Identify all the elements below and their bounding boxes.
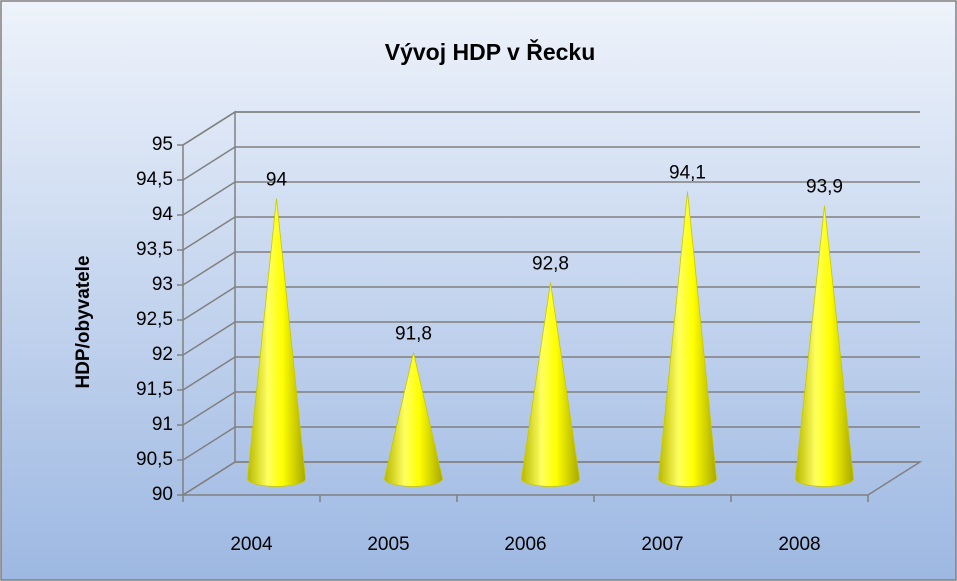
x-tick-label: 2008: [778, 534, 820, 555]
grid-line: [182, 216, 920, 251]
y-axis-label: HDP/obyvatele: [73, 255, 94, 388]
y-tick-label: 91: [152, 414, 173, 435]
y-tick-label: 94: [152, 204, 174, 225]
cone: [247, 198, 306, 487]
y-tick-label: 93: [152, 274, 173, 295]
value-label: 94: [266, 170, 288, 191]
y-tick-label: 92,5: [136, 309, 173, 330]
cone: [795, 205, 854, 487]
x-tick-label: 2004: [230, 534, 273, 555]
x-tick-label: 2005: [367, 534, 409, 555]
y-tick-label: 95: [152, 134, 173, 155]
grid-line: [182, 111, 920, 146]
y-tick-label: 90: [152, 484, 173, 505]
value-label: 94,1: [669, 163, 706, 184]
y-tick-label: 94,5: [136, 169, 173, 190]
value-label: 93,9: [806, 177, 843, 198]
grid-line: [182, 146, 920, 181]
y-tick-label: 93,5: [136, 239, 173, 260]
y-tick-label: 92: [152, 344, 173, 365]
x-tick-label: 2007: [641, 534, 683, 555]
grid-line: [182, 181, 920, 216]
cone: [658, 191, 717, 487]
chart-title: Vývoj HDP v Řecku: [385, 38, 596, 65]
y-tick-label: 90,5: [136, 449, 173, 470]
value-label: 91,8: [395, 324, 432, 345]
cone: [521, 282, 580, 487]
y-tick-label: 91,5: [136, 379, 173, 400]
x-tick-label: 2006: [504, 534, 546, 555]
value-label: 92,8: [532, 254, 569, 275]
cone: [384, 352, 443, 487]
